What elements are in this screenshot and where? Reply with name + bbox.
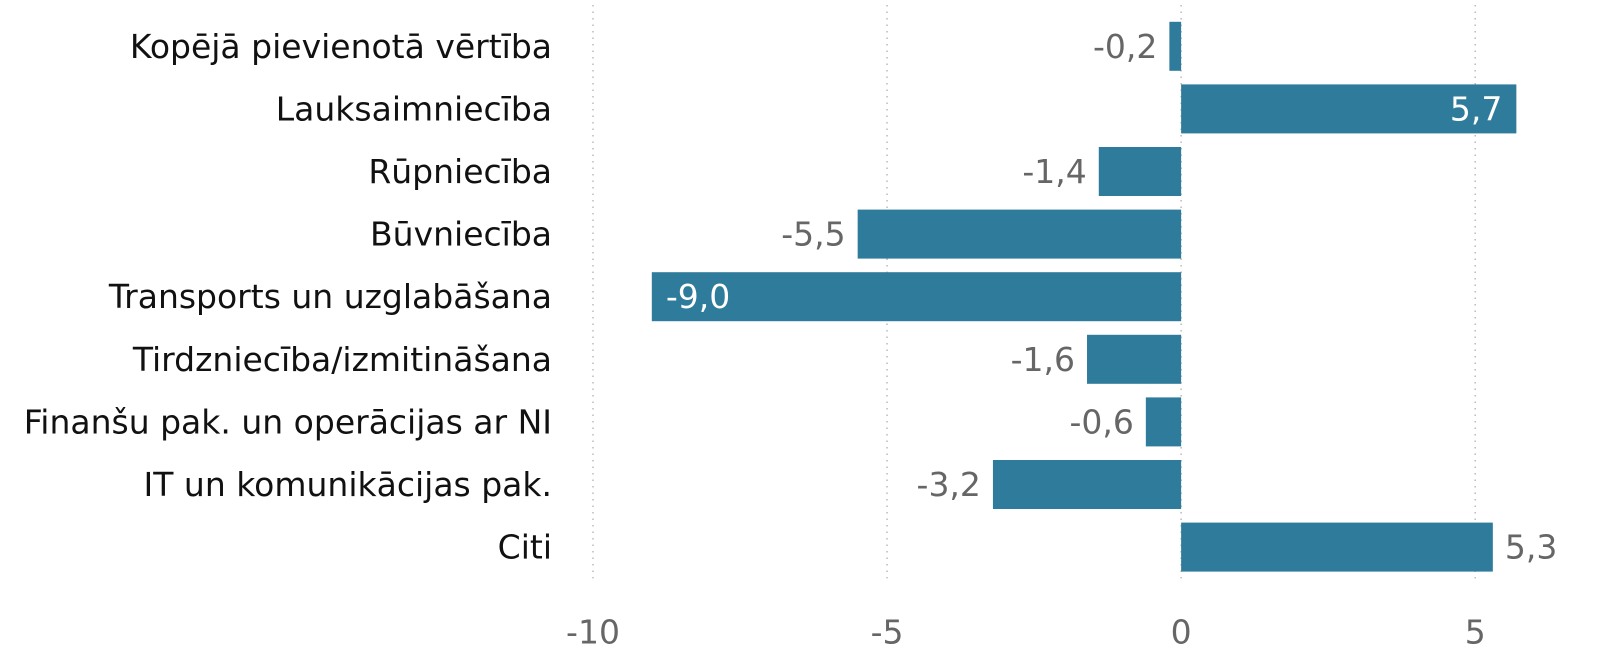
y-tick-label: Rūpniecība <box>368 152 552 191</box>
x-tick-label: -5 <box>871 613 904 652</box>
value-label: -0,6 <box>1069 402 1133 441</box>
y-tick-label: Būvniecība <box>370 215 552 254</box>
x-tick-label: -10 <box>566 613 620 652</box>
x-tick-label: 0 <box>1171 613 1192 652</box>
bar <box>1087 334 1182 384</box>
y-tick-label: Tirdzniecība/izmitināšana <box>132 340 552 379</box>
value-label: -1,6 <box>1011 340 1075 379</box>
bar <box>1181 84 1517 134</box>
x-tick-label: 5 <box>1465 613 1486 652</box>
y-tick-label: Finanšu pak. un operācijas ar NI <box>24 402 552 441</box>
y-tick-label: IT un komunikācijas pak. <box>144 465 552 504</box>
y-tick-label: Transports un uzglabāšana <box>108 277 552 316</box>
bar <box>1169 21 1182 71</box>
bar <box>992 460 1182 509</box>
bar <box>1145 397 1182 447</box>
bar <box>1098 147 1182 196</box>
y-tick-label: Lauksaimniecība <box>276 89 552 128</box>
value-label: -3,2 <box>917 465 981 504</box>
value-label: 5,7 <box>1450 89 1502 128</box>
bar <box>1181 522 1493 572</box>
value-label: -9,0 <box>666 277 730 316</box>
value-label: 5,3 <box>1505 528 1557 567</box>
y-tick-label: Citi <box>498 528 552 567</box>
value-label: -1,4 <box>1022 152 1086 191</box>
bar <box>857 209 1182 259</box>
value-label: -5,5 <box>781 215 845 254</box>
bar <box>651 272 1182 322</box>
value-label: -0,2 <box>1093 27 1157 66</box>
y-tick-label: Kopējā pievienotā vērtība <box>130 27 552 66</box>
